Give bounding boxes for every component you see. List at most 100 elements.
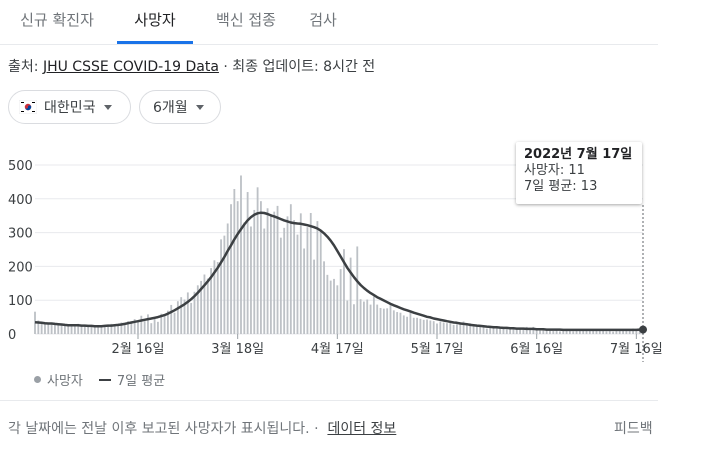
range-selector[interactable]: 6개월 xyxy=(139,90,221,124)
bar xyxy=(323,261,325,334)
update-time: · 최종 업데이트: 8시간 전 xyxy=(218,59,376,75)
bar xyxy=(409,312,412,334)
bar xyxy=(525,326,528,334)
bar xyxy=(363,301,365,334)
bar xyxy=(492,325,495,334)
bar xyxy=(40,321,43,334)
tooltip-deaths: 사망자: 11 xyxy=(524,163,585,178)
y-tick-label: 0 xyxy=(8,328,16,343)
bar xyxy=(549,330,551,334)
bar xyxy=(429,320,432,334)
bar xyxy=(499,328,502,334)
bar xyxy=(575,330,578,334)
bar xyxy=(366,299,369,334)
bar xyxy=(283,227,286,334)
bar xyxy=(176,301,179,334)
bar xyxy=(276,205,279,334)
bar xyxy=(329,280,332,334)
bar xyxy=(260,201,262,334)
bar xyxy=(123,324,126,334)
bar xyxy=(54,324,56,334)
bar xyxy=(462,321,465,334)
bar xyxy=(183,299,186,334)
bar xyxy=(303,248,306,334)
country-label: 대한민국 xyxy=(44,100,96,116)
bar xyxy=(153,317,156,334)
bar xyxy=(289,204,292,334)
bar xyxy=(605,331,608,334)
bar xyxy=(632,328,634,334)
tab-new-cases[interactable]: 신규 확진자 xyxy=(20,11,94,29)
bar xyxy=(578,330,581,334)
bar xyxy=(399,312,402,334)
bar xyxy=(426,319,428,334)
source-link[interactable]: JHU CSSE COVID-19 Data xyxy=(42,59,219,75)
tab-tests[interactable]: 검사 xyxy=(309,11,337,29)
tab-vaccinations[interactable]: 백신 접종 xyxy=(216,11,276,29)
bar xyxy=(386,308,389,334)
bar xyxy=(313,259,315,334)
bar xyxy=(223,235,226,334)
bar xyxy=(552,330,555,334)
bar xyxy=(568,329,571,334)
bar xyxy=(612,331,615,334)
bar xyxy=(495,326,498,334)
feedback-link[interactable]: 피드백 xyxy=(614,421,653,437)
bar xyxy=(452,324,455,334)
bar xyxy=(160,313,163,334)
bar xyxy=(309,212,312,334)
tab-deaths[interactable]: 사망자 xyxy=(134,11,176,29)
bar xyxy=(127,321,129,334)
bar xyxy=(485,328,488,334)
chart-legend: 사망자 7일 평균 xyxy=(34,370,165,389)
bar xyxy=(625,329,628,334)
x-tick-label: 4월 17일 xyxy=(311,342,364,357)
tooltip-date: 2022년 7월 17일 xyxy=(524,147,633,162)
bar xyxy=(180,297,183,334)
bar xyxy=(256,187,259,334)
bar xyxy=(588,330,591,334)
bar xyxy=(170,304,173,334)
bar xyxy=(382,308,385,334)
hover-point xyxy=(639,325,647,334)
bar xyxy=(133,319,136,334)
bar xyxy=(512,328,515,334)
bar xyxy=(482,326,485,334)
bar xyxy=(230,204,232,334)
tooltip-average: 7일 평균: 13 xyxy=(524,179,598,194)
bar xyxy=(206,278,209,334)
bar xyxy=(628,330,631,334)
bar xyxy=(582,330,585,334)
bar xyxy=(117,323,119,334)
bar xyxy=(522,327,525,334)
bar xyxy=(157,321,159,334)
bar xyxy=(216,262,219,334)
bar xyxy=(50,323,53,334)
bar xyxy=(286,216,289,334)
line-legend-icon xyxy=(98,378,111,381)
bar xyxy=(515,329,518,334)
chevron-down-icon xyxy=(103,104,112,110)
bar xyxy=(100,325,103,334)
bar xyxy=(419,318,422,334)
bar xyxy=(479,326,482,334)
country-selector[interactable]: 대한민국 xyxy=(8,90,131,124)
bar xyxy=(412,317,415,334)
bar xyxy=(196,285,199,334)
bar xyxy=(113,324,116,334)
y-tick-label: 200 xyxy=(8,260,33,275)
bar xyxy=(233,188,236,334)
bar xyxy=(465,324,468,334)
bar xyxy=(379,307,382,334)
bar xyxy=(545,329,548,334)
bar xyxy=(638,329,641,334)
bar xyxy=(449,322,452,334)
bar xyxy=(542,330,545,334)
bar xyxy=(442,322,445,334)
bar xyxy=(236,201,239,334)
bar xyxy=(618,330,621,334)
bar xyxy=(372,296,375,334)
data-info-link[interactable]: 데이터 정보 xyxy=(327,421,397,437)
bar xyxy=(396,312,399,334)
bar xyxy=(622,329,624,334)
